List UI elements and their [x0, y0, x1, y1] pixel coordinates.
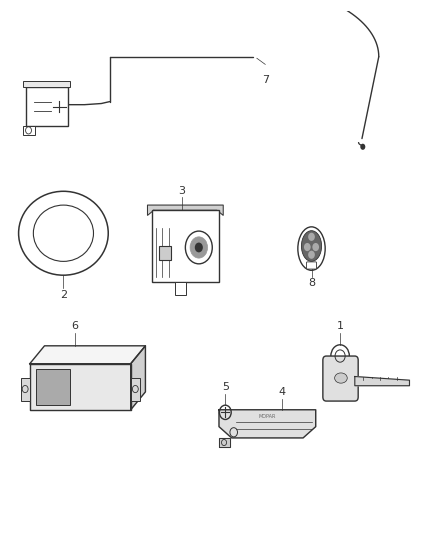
FancyBboxPatch shape	[131, 377, 140, 401]
FancyBboxPatch shape	[175, 282, 186, 295]
FancyBboxPatch shape	[323, 356, 358, 401]
Circle shape	[304, 243, 311, 251]
FancyBboxPatch shape	[24, 126, 35, 135]
Polygon shape	[219, 410, 316, 438]
Text: 1: 1	[336, 321, 343, 332]
FancyBboxPatch shape	[25, 87, 67, 126]
FancyBboxPatch shape	[24, 81, 70, 87]
Polygon shape	[30, 364, 131, 410]
Polygon shape	[219, 438, 230, 447]
Circle shape	[360, 144, 365, 150]
Text: 8: 8	[308, 278, 315, 288]
FancyBboxPatch shape	[36, 369, 70, 405]
Polygon shape	[30, 346, 145, 364]
Text: 4: 4	[278, 387, 286, 397]
Ellipse shape	[301, 231, 321, 261]
Ellipse shape	[18, 191, 108, 275]
Ellipse shape	[298, 227, 325, 270]
FancyBboxPatch shape	[152, 210, 219, 282]
Text: 6: 6	[72, 321, 79, 332]
Text: MOPAR: MOPAR	[259, 414, 276, 419]
FancyBboxPatch shape	[307, 262, 317, 269]
Circle shape	[190, 237, 208, 258]
Text: 2: 2	[60, 289, 67, 300]
Ellipse shape	[33, 205, 93, 261]
Polygon shape	[148, 205, 223, 215]
FancyBboxPatch shape	[159, 246, 171, 260]
Text: 5: 5	[222, 382, 229, 392]
Ellipse shape	[335, 373, 347, 383]
FancyBboxPatch shape	[21, 377, 30, 401]
Polygon shape	[355, 376, 410, 386]
Circle shape	[308, 233, 315, 241]
Circle shape	[195, 243, 203, 253]
Text: 3: 3	[179, 186, 186, 196]
Text: 7: 7	[261, 75, 269, 85]
Circle shape	[312, 243, 319, 251]
Polygon shape	[131, 346, 145, 410]
Circle shape	[308, 251, 315, 259]
